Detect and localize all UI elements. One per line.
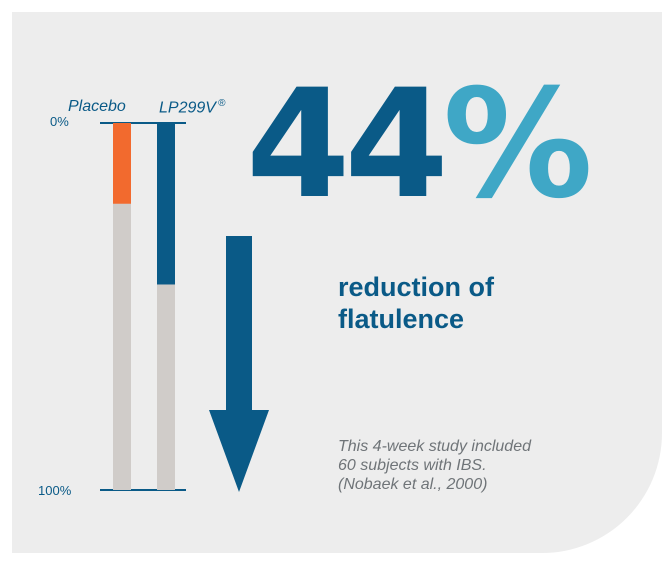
headline-number: 44: [246, 58, 449, 232]
series-label-placebo: Placebo: [68, 98, 126, 116]
headline-percentage: 44%: [246, 70, 593, 220]
headline-percent-sign: %: [442, 58, 593, 232]
study-note-line3: (Nobaek et al., 2000): [338, 475, 488, 493]
headline-subtitle-line1: reduction of: [338, 272, 494, 302]
headline-subtitle: reduction of flatulence: [338, 272, 598, 335]
arrow-down-icon: [209, 236, 269, 492]
tick-label-top: 0%: [50, 114, 69, 129]
bar-lp299v: [157, 123, 175, 285]
bar-track-placebo: [113, 123, 131, 490]
series-label-placebo-text: Placebo: [68, 98, 126, 115]
series-label-treatment: LP299V ®: [159, 98, 225, 117]
headline-subtitle-line2: flatulence: [338, 303, 465, 334]
series-label-treatment-text: LP299V: [159, 99, 216, 117]
bar-chart: [100, 122, 269, 492]
infographic-card: Placebo LP299V ® 0% 100% 44% reduction of…: [12, 12, 662, 553]
bar-placebo: [113, 123, 131, 204]
study-note: This 4-week study included 60 subjects w…: [338, 438, 598, 495]
tick-label-bottom: 100%: [38, 483, 72, 498]
registered-mark: ®: [217, 98, 226, 109]
study-note-line1: This 4-week study included: [338, 438, 531, 455]
study-note-line2: 60 subjects with IBS.: [338, 456, 487, 474]
